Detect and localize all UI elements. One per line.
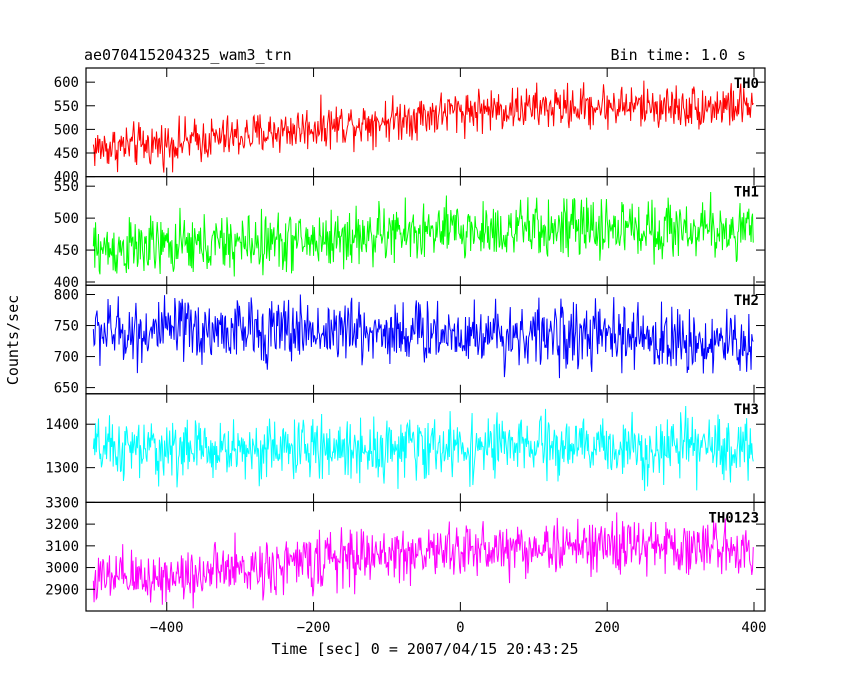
series-line-th1 [92, 191, 754, 277]
panel-th1: 400 450 500 550 TH1 [54, 176, 766, 291]
series-line-th2 [92, 294, 754, 379]
y-tick-label: 1300 [45, 461, 79, 477]
y-tick-label: 3000 [45, 561, 79, 577]
x-tick-label: 0 [456, 620, 464, 636]
panel-th2: 650 700 750 800 TH2 [54, 284, 766, 397]
y-tick-label: 800 [54, 288, 79, 304]
series-line-th0 [92, 80, 754, 173]
y-tick-label: 3100 [45, 539, 79, 555]
panel-label: TH0123 [708, 510, 759, 526]
panel-frame [85, 501, 766, 612]
series-line-th0123 [92, 512, 754, 609]
y-tick-label: 550 [54, 179, 79, 195]
y-tick-label: 3300 [45, 495, 79, 511]
bin-time-label: Bin time: 1.0 s [611, 46, 746, 64]
x-tick-label: 200 [595, 620, 620, 636]
y-axis-label: Counts/sec [4, 295, 22, 385]
y-tick-label: 400 [54, 170, 79, 186]
panel-label: TH1 [734, 185, 759, 201]
y-tick-label: 750 [54, 319, 79, 335]
y-tick-label: 550 [54, 99, 79, 115]
x-axis-label: Time [sec] 0 = 2007/04/15 20:43:25 [271, 640, 578, 658]
x-tick-label: 400 [741, 620, 766, 636]
panel-label: TH0 [734, 76, 759, 92]
panel-label: TH3 [734, 402, 759, 418]
y-tick-label: 3200 [45, 517, 79, 533]
panels-group: 400 450 500 550 600 TH0 400 450 500 550 TH1 650 700 7… [45, 67, 767, 636]
y-tick-label: 700 [54, 350, 79, 366]
panel-th0: 400 450 500 550 600 TH0 [54, 67, 766, 186]
y-tick-label: 2900 [45, 582, 79, 598]
x-tick-label: −200 [297, 620, 331, 636]
y-tick-label: 600 [54, 75, 79, 91]
y-tick-label: 1400 [45, 417, 79, 433]
y-tick-label: 500 [54, 122, 79, 138]
y-tick-label: 450 [54, 243, 79, 259]
y-tick-label: 500 [54, 211, 79, 227]
y-tick-label: 650 [54, 381, 79, 397]
y-tick-label: 400 [54, 275, 79, 291]
panel-label: TH2 [734, 293, 759, 309]
panel-th0123: 2900 3000 3100 3200 3300 TH0123 −400 −200 0 200 40… [45, 495, 766, 636]
chart-title: ae070415204325_wam3_trn [84, 46, 292, 64]
series-line-th3 [92, 406, 754, 491]
x-tick-label: −400 [150, 620, 184, 636]
y-tick-label: 450 [54, 146, 79, 162]
panel-th3: 1300 1400 TH3 [45, 393, 766, 503]
